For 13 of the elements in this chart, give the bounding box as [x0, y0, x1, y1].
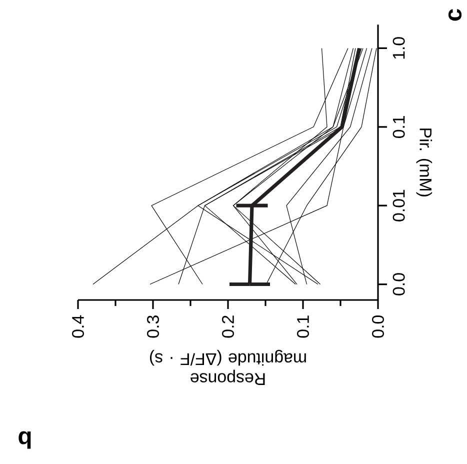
- x-tick-label: 0.0: [372, 315, 384, 338]
- y-tick-label: 1.0: [392, 37, 405, 59]
- x-axis-title: Response magnitude (ΔF/F · s): [150, 350, 306, 385]
- x-tick-label: 0.2: [222, 316, 234, 338]
- y-axis-title: Pir. (mM): [416, 128, 432, 196]
- x-tick-label: 0.4: [72, 315, 84, 338]
- y-tick-label: 0.0: [392, 273, 405, 296]
- text: b: [18, 431, 31, 449]
- x-tick-label: 0.1: [297, 316, 309, 338]
- text: c: [448, 9, 462, 21]
- y-tick-label: 0.1: [392, 116, 405, 138]
- x-tick-label: 0.3: [147, 316, 159, 338]
- y-tick-label: 0.01: [392, 190, 405, 222]
